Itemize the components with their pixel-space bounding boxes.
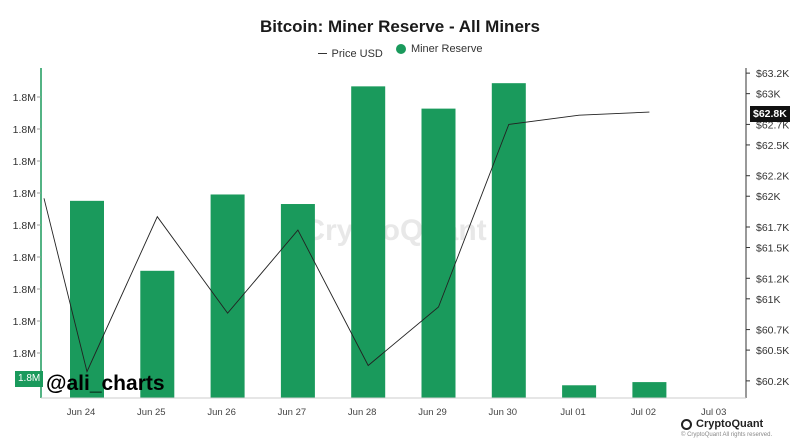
left-tick-label: 1.8M [13, 156, 36, 168]
left-tick-label: 1.8M [13, 124, 36, 136]
left-tick-label: 1.8M [13, 252, 36, 264]
x-tick-label: Jun 30 [489, 407, 518, 418]
price-line [43, 111, 650, 373]
left-tick-label: 1.8M [13, 188, 36, 200]
current-reserve-badge: 1.8M [15, 371, 44, 387]
cryptoquant-logo-icon [681, 418, 692, 430]
left-tick-label: 1.8M [13, 348, 36, 360]
right-tick-group: $60.2K $60.5K $60.7K $61K $61.2K $61.5K $61.7K… [746, 68, 789, 388]
reserve-bar-jul-01[interactable] [562, 385, 597, 398]
reserve-bar-jun-29[interactable] [421, 108, 456, 399]
right-tick-label: $62.5K [756, 140, 789, 152]
brand-name: CryptoQuant [696, 418, 764, 430]
reserve-bar-jun-26[interactable] [210, 194, 245, 398]
author-handle: @ali_charts [46, 372, 165, 395]
line-swatch-icon [317, 53, 327, 54]
x-tick-label: Jun 26 [207, 407, 236, 418]
x-tick-label: Jun 25 [137, 407, 166, 418]
x-tick-label: Jun 28 [348, 407, 377, 418]
current-price-badge: $62.8K [750, 106, 790, 122]
right-tick-label: $60.5K [756, 345, 789, 357]
x-tick-group: Jun 24 Jun 25 Jun 26 Jun 27 Jun 28 Jun 29 Jun … [67, 407, 727, 418]
right-tick-label: $61.2K [756, 273, 789, 285]
x-tick-label: Jun 24 [67, 407, 96, 418]
reserve-bar-jun-24[interactable] [70, 200, 104, 398]
reserve-bar-jun-27[interactable] [280, 204, 315, 398]
watermark-text: CryptoQuant [303, 214, 486, 247]
x-tick-label: Jun 29 [418, 407, 447, 418]
left-tick-group: 1.8M 1.8M 1.8M 1.8M 1.8M 1.8M 1.8M 1.8M 1.8M [13, 92, 41, 360]
brand-logo: CryptoQuant [681, 418, 763, 430]
x-tick-label: Jun 27 [278, 407, 307, 418]
x-tick-label: Jul 01 [560, 407, 585, 418]
chart-legend: Price USD Miner Reserve [0, 43, 800, 60]
right-tick-label: $60.2K [756, 376, 789, 388]
reserve-bar-jun-28[interactable] [351, 86, 386, 399]
right-tick-label: $63.2K [756, 68, 789, 80]
x-tick-label: Jul 03 [701, 407, 726, 418]
left-tick-label: 1.8M [13, 92, 36, 104]
chart-title: Bitcoin: Miner Reserve - All Miners [260, 17, 540, 36]
right-tick-label: $63K [756, 89, 781, 101]
reserve-bar-jul-02[interactable] [632, 382, 667, 398]
right-tick-label: $61K [756, 294, 781, 306]
right-tick-label: $62K [756, 191, 781, 203]
bar-group [70, 83, 667, 399]
legend-item-price[interactable]: Price USD [317, 47, 383, 60]
x-tick-label: Jul 02 [631, 407, 656, 418]
right-tick-label: $61.5K [756, 243, 789, 255]
left-tick-label: 1.8M [13, 284, 36, 296]
right-tick-label: $62.2K [756, 171, 789, 183]
copyright-text: © CryptoQuant All rights reserved. [681, 432, 773, 438]
right-tick-label: $61.7K [756, 222, 789, 234]
right-tick-label: $60.7K [756, 325, 789, 337]
left-tick-label: 1.8M [13, 316, 36, 328]
reserve-bar-jun-25[interactable] [140, 270, 175, 398]
legend-label-price: Price USD [331, 47, 383, 60]
legend-item-reserve[interactable]: Miner Reserve [395, 43, 483, 55]
dot-swatch-icon [395, 44, 406, 54]
left-tick-label: 1.8M [13, 220, 36, 232]
right-tick-label: $62.7K [756, 119, 789, 131]
reserve-bar-jun-30[interactable] [491, 83, 526, 399]
legend-label-reserve: Miner Reserve [410, 43, 483, 55]
